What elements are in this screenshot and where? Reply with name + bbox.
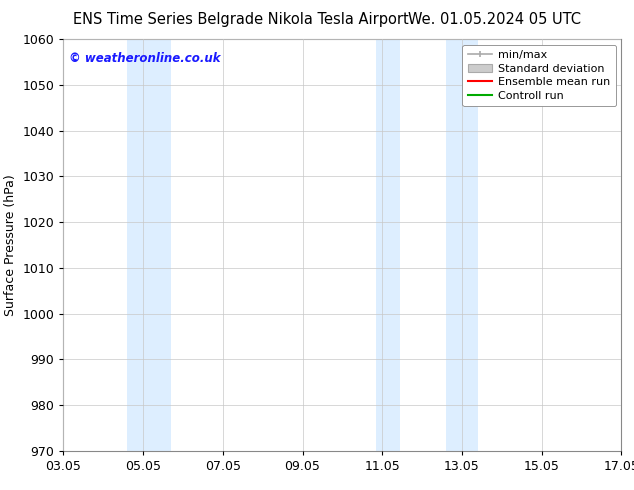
Text: We. 01.05.2024 05 UTC: We. 01.05.2024 05 UTC	[408, 12, 581, 27]
Text: ENS Time Series Belgrade Nikola Tesla Airport: ENS Time Series Belgrade Nikola Tesla Ai…	[73, 12, 409, 27]
Y-axis label: Surface Pressure (hPa): Surface Pressure (hPa)	[4, 174, 17, 316]
Bar	[147, 39, 171, 451]
Bar	[127, 39, 147, 451]
Legend: min/max, Standard deviation, Ensemble mean run, Controll run: min/max, Standard deviation, Ensemble me…	[462, 45, 616, 106]
Text: © weatheronline.co.uk: © weatheronline.co.uk	[69, 51, 221, 65]
Bar	[376, 39, 400, 451]
Bar	[446, 39, 478, 451]
